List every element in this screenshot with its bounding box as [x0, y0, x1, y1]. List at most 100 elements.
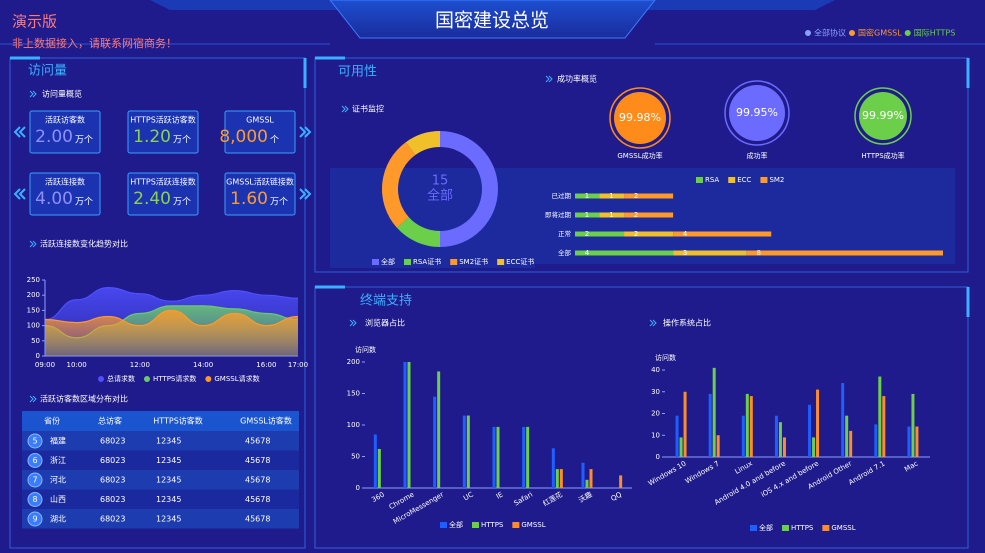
- card-value: 1.60: [230, 189, 268, 209]
- legend-swatch: [728, 177, 736, 183]
- bar: [816, 389, 820, 457]
- x-tick-label: 16:00: [256, 361, 276, 369]
- panel-title: 可用性: [338, 65, 377, 80]
- bar: [782, 437, 786, 457]
- panel-terminal: [314, 286, 969, 549]
- table-row: [22, 431, 299, 451]
- card-unit: 万个: [75, 197, 93, 208]
- card-unit: 万个: [173, 197, 191, 208]
- bar: [581, 462, 585, 488]
- legend-label: GMSSL请求数: [214, 374, 259, 383]
- bar: [373, 434, 377, 488]
- table-row: [22, 470, 299, 490]
- y-category-label: 即将过期: [545, 210, 572, 219]
- bar: [874, 424, 878, 457]
- legend-label: RSA: [705, 176, 719, 184]
- bar-value-label: 8: [756, 249, 760, 257]
- legend-label: 全部: [759, 523, 773, 532]
- bar: [882, 396, 886, 457]
- bar: [741, 415, 745, 457]
- card-label: HTTPS活跃连接数: [130, 177, 196, 187]
- watermark: 演示版: [12, 13, 57, 31]
- legend-label: GMSSL: [831, 524, 855, 532]
- donut-center-label: 全部: [427, 188, 453, 204]
- x-tick-label: 10:00: [67, 361, 87, 369]
- bar: [712, 367, 716, 457]
- x-tick-label: IE: [495, 491, 505, 501]
- card-unit: 万个: [75, 135, 93, 146]
- card-label: 活跃访客数: [45, 115, 85, 125]
- table-cell: 12345: [156, 437, 181, 446]
- section-title: 成功率概览: [557, 74, 597, 84]
- bar: [708, 393, 712, 457]
- legend-dot: [849, 30, 855, 36]
- bar: [878, 376, 882, 457]
- table-cell: 福建: [50, 436, 66, 446]
- card-unit: 个: [270, 135, 279, 146]
- gauge-fill: [859, 92, 907, 140]
- bar: [849, 430, 853, 457]
- table-cell: 12345: [156, 495, 181, 504]
- bar: [845, 415, 849, 457]
- page-title: 国密建设总览: [435, 10, 549, 32]
- table-row: [22, 450, 299, 470]
- bar-segment: [624, 193, 674, 199]
- table-cell: 68023: [100, 495, 125, 504]
- y-tick-label: 150: [347, 390, 360, 398]
- bar: [841, 383, 845, 457]
- table-cell: 湖北: [50, 515, 66, 524]
- x-tick-label: 17:00: [288, 361, 308, 369]
- legend-label: 全部: [449, 520, 463, 529]
- bar-value-label: 1: [585, 211, 589, 219]
- panel-corner: [315, 56, 970, 88]
- y-tick-label: 0: [656, 453, 660, 461]
- bar-segment: [624, 231, 674, 237]
- gauge-ring: [609, 87, 671, 149]
- y-tick-label: 200: [27, 291, 40, 299]
- bar-value-label: 3: [683, 249, 687, 257]
- notice: 非上数据接入，请联系网宿商务！: [12, 36, 177, 50]
- donut-segment: [440, 131, 498, 247]
- table-row: [22, 489, 299, 509]
- bar-value-label: 2: [634, 230, 638, 238]
- y-tick-label: 50: [351, 453, 360, 461]
- x-tick-label: 09:00: [35, 361, 55, 369]
- legend-swatch: [440, 522, 447, 528]
- section-icon: [341, 105, 349, 113]
- section-title: 活跃访客数区域分布对比: [40, 394, 128, 404]
- bar: [437, 371, 441, 488]
- gauge-ring: [724, 80, 790, 146]
- rank-badge: [27, 453, 43, 468]
- table-cell: 68023: [100, 437, 125, 446]
- bar-segment: [673, 250, 747, 256]
- bar: [675, 415, 679, 457]
- bar-segment: [575, 212, 600, 218]
- legend-dot: [904, 30, 911, 36]
- donut-segment: [382, 142, 416, 228]
- header-plate: [329, 0, 656, 39]
- table-cell: 7: [32, 476, 37, 485]
- card-value: 1.20: [133, 127, 171, 147]
- bar-segment: [575, 250, 674, 256]
- bar: [496, 426, 500, 488]
- table-cell: 12345: [156, 476, 181, 485]
- legend-label: HTTPS请求数: [153, 374, 196, 383]
- y-tick-label: 40: [651, 366, 660, 374]
- legend-label: SM2: [769, 176, 784, 184]
- table-header: [22, 411, 299, 431]
- legend-swatch: [372, 259, 379, 265]
- legend-label: RSA证书: [413, 257, 441, 266]
- section-title: 证书监控: [352, 104, 384, 114]
- rank-badge: [27, 433, 43, 449]
- bar-segment: [575, 193, 600, 199]
- section-icon: [349, 319, 357, 327]
- card-value: 8,000: [219, 127, 268, 147]
- area-fill: [45, 310, 298, 356]
- bar: [526, 426, 530, 488]
- bar: [466, 415, 470, 488]
- card-label: GMSSL活跃链接数: [226, 177, 294, 187]
- y-tick-label: 50: [31, 337, 40, 345]
- panel-visits: [9, 57, 306, 549]
- y-category-label: 全部: [558, 248, 572, 257]
- legend-label: 国密GMSSL: [858, 28, 902, 38]
